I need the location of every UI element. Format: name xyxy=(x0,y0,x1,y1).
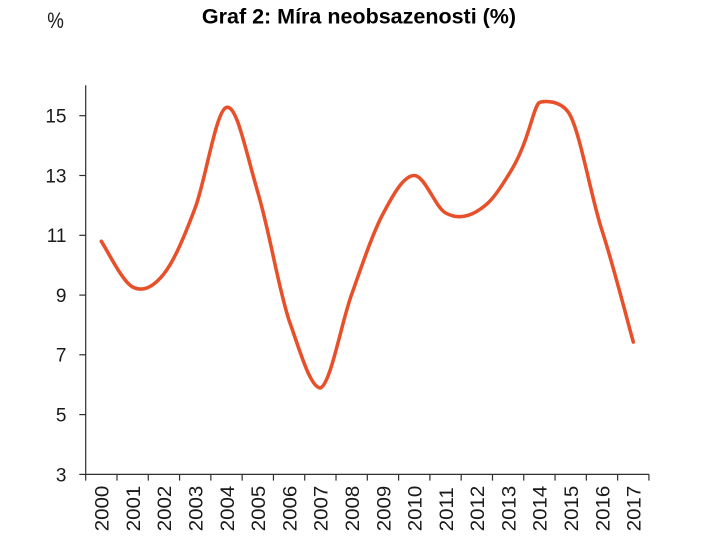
svg-text:2006: 2006 xyxy=(280,486,301,532)
svg-text:2008: 2008 xyxy=(343,486,364,532)
svg-text:2012: 2012 xyxy=(468,486,489,532)
svg-text:2013: 2013 xyxy=(499,486,520,532)
svg-text:7: 7 xyxy=(56,346,67,367)
svg-text:11: 11 xyxy=(47,226,67,247)
svg-text:2016: 2016 xyxy=(593,486,614,532)
svg-text:2001: 2001 xyxy=(124,486,145,532)
svg-text:2003: 2003 xyxy=(186,486,207,532)
svg-text:2010: 2010 xyxy=(405,486,426,532)
svg-text:5: 5 xyxy=(56,406,67,427)
svg-text:2017: 2017 xyxy=(624,486,645,532)
svg-text:2004: 2004 xyxy=(217,486,238,532)
svg-text:9: 9 xyxy=(56,286,67,307)
svg-text:13: 13 xyxy=(45,166,66,187)
svg-text:2014: 2014 xyxy=(530,486,551,532)
svg-text:2011: 2011 xyxy=(436,487,457,531)
svg-text:15: 15 xyxy=(45,107,66,128)
svg-text:2009: 2009 xyxy=(374,486,395,532)
svg-text:2005: 2005 xyxy=(249,486,270,532)
svg-text:2002: 2002 xyxy=(155,486,176,532)
svg-text:Graf 2: Míra neobsazenosti (%): Graf 2: Míra neobsazenosti (%) xyxy=(202,4,516,28)
svg-text:2007: 2007 xyxy=(311,486,332,532)
svg-text:3: 3 xyxy=(56,465,67,486)
svg-text:2000: 2000 xyxy=(92,486,113,532)
svg-text:2015: 2015 xyxy=(562,486,583,532)
svg-text:%: % xyxy=(47,10,64,34)
